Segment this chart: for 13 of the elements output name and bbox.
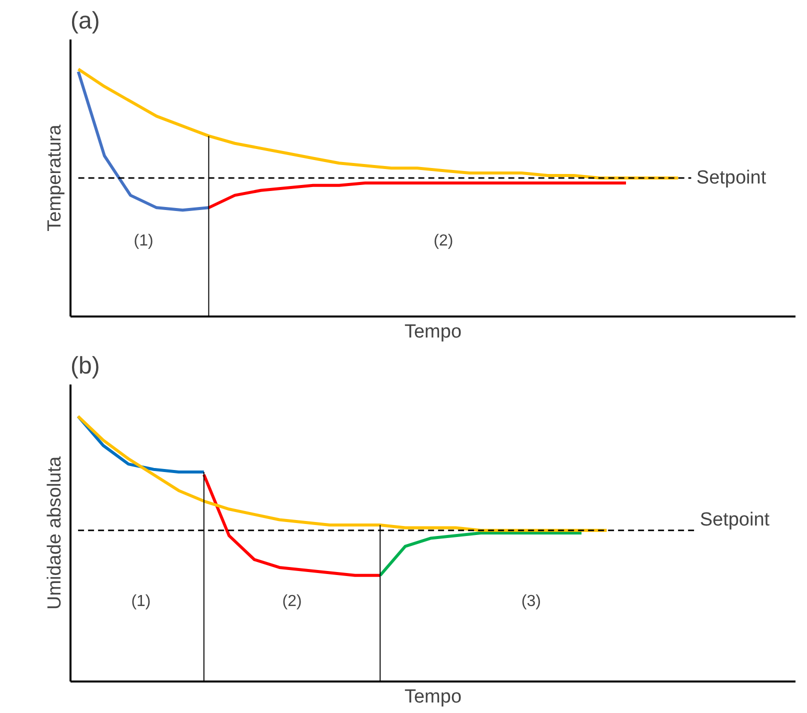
- annotation: (1): [131, 592, 151, 610]
- ref-line-label: Setpoint: [696, 168, 767, 188]
- y-axis-title: Umidade absoluta: [44, 456, 66, 610]
- chart-title: (b): [70, 352, 100, 380]
- annotation: (1): [134, 232, 154, 250]
- ref-line-label: Setpoint: [700, 509, 770, 530]
- annotation: (3): [521, 592, 541, 610]
- annotation: (2): [282, 592, 302, 610]
- annotation: (2): [434, 232, 454, 250]
- y-axis-title: Temperatura: [44, 124, 66, 232]
- chart-title: (a): [70, 8, 100, 34]
- x-axis-title: Tempo: [404, 322, 462, 342]
- x-axis-title: Tempo: [404, 686, 462, 708]
